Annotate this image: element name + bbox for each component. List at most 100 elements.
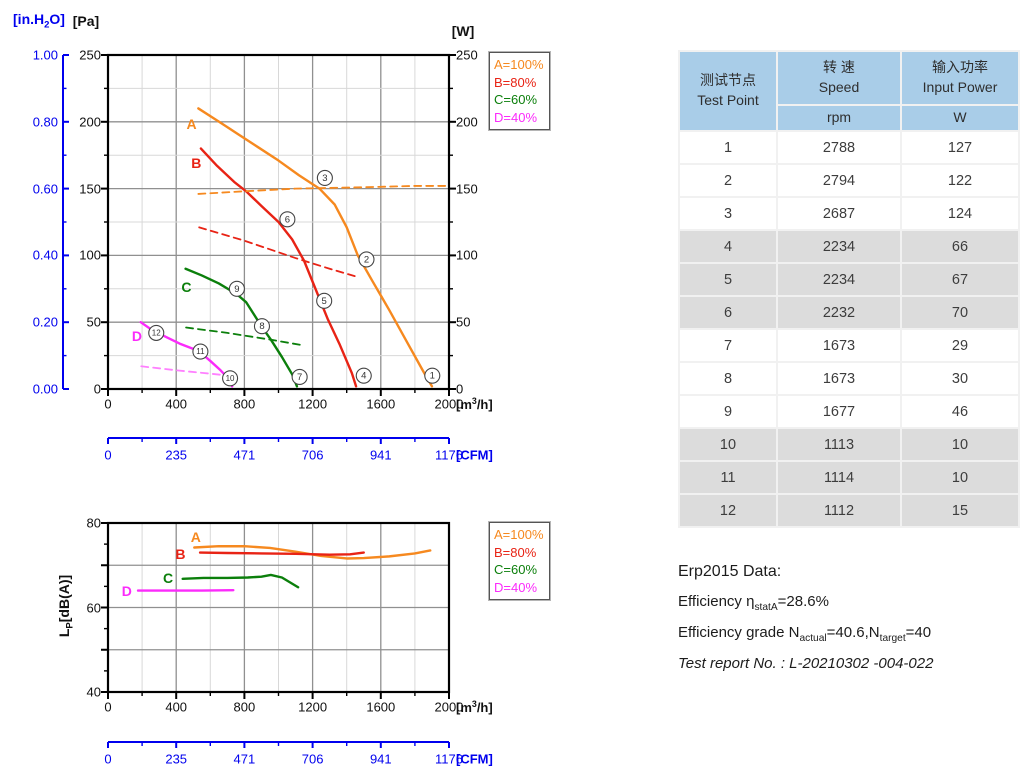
cfm-tick-label: 706	[301, 447, 324, 463]
w-tick-label: 250	[456, 47, 478, 63]
cfm-tick-label: 941	[369, 751, 392, 767]
table-cell: 4	[680, 231, 776, 262]
curve-label-A: A	[186, 116, 197, 133]
point-marker-11: 11	[196, 347, 205, 356]
cfm-tick-label: 1176	[435, 447, 463, 463]
legend-item-B: B=80%	[494, 544, 537, 560]
table-cell: 12	[680, 495, 776, 526]
x-axis-tick-label: 0	[104, 396, 112, 412]
table-cell: 124	[902, 198, 1018, 229]
table-cell: 1	[680, 132, 776, 163]
erp-title: Erp2015 Data:	[678, 563, 782, 580]
header-power-unit: W	[902, 106, 1018, 130]
cfm-tick-label: 0	[104, 751, 112, 767]
table-row: 10 1113 10	[680, 429, 1018, 460]
table-cell: 6	[680, 297, 776, 328]
m3h-axis-title-2: [m3/h]	[456, 698, 493, 716]
m3h-axis-title-1: [m3/h]	[456, 395, 493, 413]
table-row: 9 1677 46	[680, 396, 1018, 427]
inh2o-tick-label: 0.60	[32, 181, 58, 197]
point-marker-1: 1	[430, 371, 435, 382]
table-cell: 1112	[778, 495, 900, 526]
table-cell: 1673	[778, 363, 900, 394]
legend-item-D: D=40%	[494, 109, 537, 125]
table-cell: 15	[902, 495, 1018, 526]
legend-item-C: C=60%	[494, 92, 537, 107]
cfm-tick-label: 235	[165, 447, 188, 463]
x-axis-tick-label: 0	[104, 699, 112, 715]
db-tick-label: 40	[86, 684, 101, 700]
cfm-tick-label: 0	[104, 447, 112, 463]
cfm-tick-label: 471	[233, 447, 256, 463]
point-marker-9: 9	[234, 284, 239, 295]
header-test-point-en: Test Point	[697, 92, 759, 108]
w-axis-title: [W]	[451, 23, 475, 39]
x-axis-tick-label: 1600	[366, 699, 396, 715]
table-cell: 1114	[778, 462, 900, 493]
table-cell: 5	[680, 264, 776, 295]
point-marker-10: 10	[226, 374, 235, 383]
table-cell: 29	[902, 330, 1018, 361]
pa-tick-label: 250	[79, 47, 101, 63]
table-cell: 2234	[778, 231, 900, 262]
table-cell: 127	[902, 132, 1018, 163]
table-cell: 2788	[778, 132, 900, 163]
inh2o-tick-label: 0.80	[32, 114, 58, 130]
erp-efficiency-grade: Efficiency grade Nactual=40.6,Ntarget=40	[678, 624, 932, 644]
inh2o-axis-title: [in.H2O]	[13, 10, 65, 31]
point-marker-12: 12	[152, 328, 161, 337]
w-tick-label: 150	[456, 181, 478, 197]
noise-chart-legend: A=100% B=80% C=60% D=40%	[488, 521, 551, 601]
header-speed-zh: 转 速	[823, 59, 855, 76]
x-axis-tick-label: 2000	[434, 699, 464, 715]
table-cell: 2687	[778, 198, 900, 229]
point-marker-4: 4	[361, 371, 366, 382]
table-row: 12 1112 15	[680, 495, 1018, 526]
legend-item-C: C=60%	[494, 562, 537, 577]
point-marker-7: 7	[297, 372, 302, 383]
cfm-tick-label: 706	[301, 751, 324, 767]
db-tick-label: 80	[86, 515, 101, 531]
header-input-power-zh: 输入功率	[932, 59, 988, 76]
header-input-power-en: Input Power	[922, 79, 998, 95]
table-row: 11 1114 10	[680, 462, 1018, 493]
cfm-tick-label: 471	[233, 751, 256, 767]
inh2o-tick-label: 0.40	[32, 247, 58, 263]
test-point-table: 测试节点 Test Point 转 速 Speed 输入功率 Input Pow…	[678, 50, 1020, 528]
x-axis-tick-label: 1200	[298, 699, 328, 715]
cfm-axis-title-1: [CFM]	[456, 447, 493, 463]
x-axis-tick-label: 2000	[434, 396, 464, 412]
table-cell: 3	[680, 198, 776, 229]
point-marker-5: 5	[322, 296, 327, 307]
w-tick-label: 0	[456, 381, 464, 397]
inh2o-tick-label: 0.00	[32, 381, 58, 397]
curve-label-D: D	[121, 583, 132, 600]
table-cell: 46	[902, 396, 1018, 427]
legend-item-D: D=40%	[494, 579, 537, 595]
test-point-table-header: 测试节点 Test Point 转 速 Speed 输入功率 Input Pow…	[680, 52, 1018, 130]
legend-item-A: A=100%	[494, 527, 544, 542]
curve-label-C: C	[162, 569, 174, 586]
x-axis-tick-label: 400	[165, 396, 188, 412]
x-axis-tick-label: 800	[233, 699, 256, 715]
table-cell: 10	[902, 429, 1018, 460]
table-cell: 11	[680, 462, 776, 493]
table-cell: 66	[902, 231, 1018, 262]
pressure-chart-legend: A=100% B=80% C=60% D=40%	[488, 51, 551, 131]
x-axis-tick-label: 1600	[366, 396, 396, 412]
pa-tick-label: 150	[79, 181, 101, 197]
table-cell: 7	[680, 330, 776, 361]
table-cell: 2	[680, 165, 776, 196]
legend-item-B: B=80%	[494, 74, 537, 90]
curve-label-B: B	[175, 546, 186, 563]
curve-label-D: D	[131, 327, 143, 344]
table-cell: 10	[680, 429, 776, 460]
header-speed-unit: rpm	[778, 106, 900, 130]
table-cell: 1113	[778, 429, 900, 460]
w-tick-label: 50	[456, 314, 471, 330]
pa-axis-title: [Pa]	[72, 13, 100, 29]
pa-tick-label: 0	[93, 381, 101, 397]
cfm-tick-label: 941	[369, 447, 392, 463]
x-axis-tick-label: 800	[233, 396, 256, 412]
